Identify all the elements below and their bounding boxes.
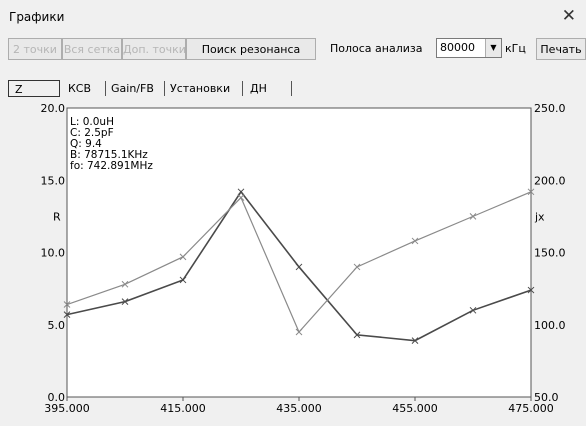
tab-separator [164,81,165,96]
tab-settings[interactable]: Установки [170,82,231,95]
y-tick-label-left: 0.0 [48,391,66,404]
plot-area [66,107,532,398]
series-group [63,188,535,344]
unit-label: кГц [505,42,526,55]
extra-points-button[interactable]: Доп. точки [122,38,186,60]
data-point-marker [121,280,129,288]
tab-separator [242,81,243,96]
data-point-marker [527,286,535,294]
window-title: Графики [9,10,65,24]
data-point-marker [179,276,187,284]
x-tick-label: 435.000 [276,402,322,415]
tab-strip: Z КСВ Gain/FB Установки ДН [8,80,308,98]
data-point-marker [237,194,245,201]
data-point-marker [237,188,245,196]
y-tick-label-right: 200.0 [534,174,566,187]
y-tick-label-left: 10.0 [41,247,66,260]
data-point-marker [527,188,535,196]
info-line: B: 78715.1KHz [70,149,148,161]
data-point-marker [353,263,361,271]
x-tick-label: 475.000 [508,402,554,415]
tab-gain-fb[interactable]: Gain/FB [111,82,154,95]
full-grid-button[interactable]: Вся сетка [62,38,122,60]
data-point-marker [121,298,129,305]
data-point-marker [411,237,419,245]
band-value: 80000 [440,41,475,54]
data-point-marker [353,331,361,339]
tab-swr[interactable]: КСВ [68,82,92,95]
y-tick-label-right: 150.0 [534,247,566,260]
y-tick-label-right: 50.0 [534,391,559,404]
print-button[interactable]: Печать [536,38,586,60]
title-bar: Графики ✕ [0,0,586,34]
data-point-marker [295,263,303,271]
y-tick-label-left: 20.0 [41,102,66,115]
tab-z[interactable]: Z [8,80,60,97]
info-line: L: 0.0uH [70,116,114,128]
data-point-marker [411,337,419,344]
impedance-chart: 395.000 415.000 435.000 455.000 475.000 0.0 5.… [41,102,566,415]
info-line: fo: 742.891MHz [70,160,153,172]
x-tick-label: 455.000 [392,402,438,415]
y-axis-label-left: R [53,210,61,223]
band-label: Полоса анализа [330,42,423,55]
data-point-marker [63,301,71,308]
close-icon[interactable]: ✕ [561,6,576,26]
data-point-marker [179,253,187,261]
axis-ticks: 395.000 415.000 435.000 455.000 475.000 0.0 5.… [41,102,566,415]
info-line: Q: 9.4 [70,138,102,150]
info-line: C: 2.5pF [70,127,114,139]
toolbar: 2 точки Вся сетка Доп. точки Поиск резон… [8,38,586,62]
x-tick-label: 415.000 [160,402,206,415]
resonance-search-button[interactable]: Поиск резонанса [186,38,316,60]
band-select[interactable]: 80000 ▼ [436,38,502,58]
data-point-marker [63,311,71,318]
y-axis-label-right: jx [534,210,545,223]
tab-separator [105,81,106,96]
chevron-down-icon[interactable]: ▼ [485,39,501,57]
data-point-marker [295,328,303,336]
y-tick-label-left: 15.0 [41,174,66,187]
tab-separator [291,81,292,96]
y-tick-label-right: 100.0 [534,319,566,332]
tab-pattern[interactable]: ДН [250,82,267,95]
y-tick-label-left: 5.0 [48,319,66,332]
x-tick-label: 395.000 [44,402,90,415]
y-tick-label-right: 250.0 [534,102,566,115]
data-point-marker [469,213,477,220]
data-point-marker [469,306,477,314]
two-points-button[interactable]: 2 точки [8,38,62,60]
